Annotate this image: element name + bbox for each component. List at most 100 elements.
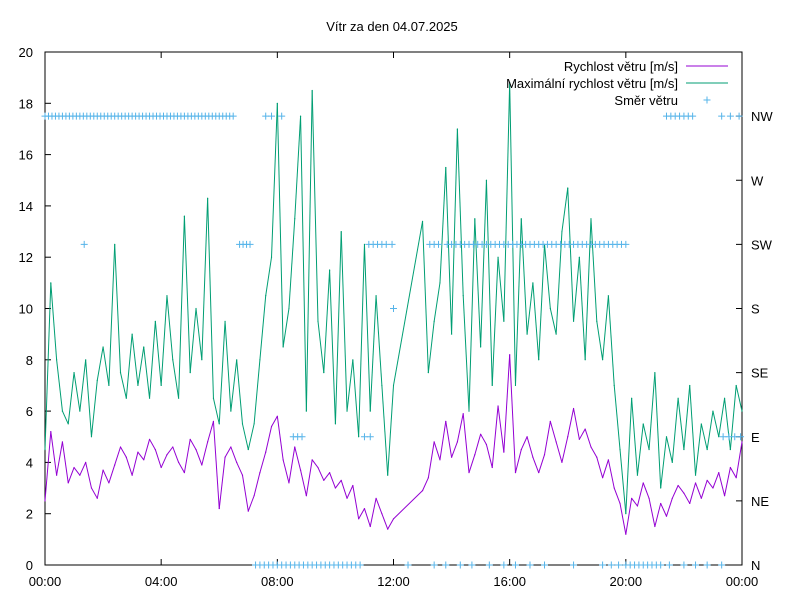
line-segment	[590, 446, 598, 458]
line-segment	[178, 216, 185, 399]
line-segment	[485, 444, 493, 468]
data-point	[735, 477, 737, 479]
data-point	[61, 441, 64, 443]
line-segment	[468, 454, 476, 473]
data-point	[741, 441, 743, 443]
line-segment	[271, 103, 278, 258]
line-segment	[73, 467, 81, 476]
data-point	[241, 423, 244, 425]
line-segment	[149, 439, 156, 450]
line-segment	[253, 472, 261, 496]
line-segment	[363, 508, 371, 527]
data-point	[253, 423, 255, 425]
direction-point	[404, 561, 412, 569]
line-segment	[50, 431, 58, 476]
data-point	[230, 410, 232, 412]
line-segment	[120, 372, 127, 399]
line-segment	[422, 221, 429, 373]
data-point	[218, 423, 220, 425]
line-segment	[642, 423, 650, 450]
line-segment	[532, 282, 540, 360]
line-segment	[79, 462, 87, 476]
data-point	[247, 510, 249, 512]
line-segment	[596, 457, 604, 478]
line-segment	[520, 436, 528, 450]
line-segment	[346, 485, 354, 499]
line-segment	[485, 180, 493, 386]
data-point	[439, 282, 441, 284]
data-point	[660, 487, 662, 489]
data-point	[311, 89, 313, 92]
line-segment	[369, 295, 377, 412]
data-point	[340, 230, 342, 233]
line-segment	[433, 282, 441, 322]
data-point	[480, 433, 482, 435]
data-point	[590, 218, 592, 220]
line-segment	[114, 446, 121, 466]
direction-point	[726, 112, 734, 120]
line-segment	[201, 441, 209, 466]
data-point	[166, 295, 168, 297]
direction-point	[657, 561, 665, 569]
x-tick-label: 08:00	[261, 574, 294, 589]
data-point	[497, 405, 499, 407]
line-segment	[480, 433, 487, 445]
line-segment	[329, 472, 336, 489]
data-point	[555, 333, 557, 335]
data-point	[642, 482, 644, 484]
line-segment	[50, 282, 58, 360]
data-point	[718, 472, 720, 474]
direction-point	[599, 561, 607, 569]
direction-point	[703, 561, 711, 569]
line-segment	[79, 359, 87, 412]
line-segment	[555, 441, 563, 463]
line-segment	[340, 480, 348, 499]
line-segment	[44, 431, 52, 501]
data-point	[683, 492, 685, 494]
line-segment	[317, 467, 325, 481]
line-segment	[305, 459, 313, 496]
data-point	[596, 456, 598, 458]
line-segment	[137, 346, 145, 386]
data-point	[700, 497, 702, 499]
data-point	[567, 187, 569, 189]
line-segment	[555, 231, 563, 335]
data-point	[421, 220, 424, 222]
direction-point	[356, 561, 364, 569]
line-segment	[236, 462, 243, 476]
line-segment	[114, 244, 122, 373]
data-point	[317, 320, 319, 322]
line-segment	[654, 503, 662, 527]
legend: Rychlost větru [m/s] Maximální rychlost v…	[506, 59, 728, 108]
data-point	[189, 438, 191, 440]
line-segment	[323, 269, 331, 373]
line-segment	[149, 321, 156, 399]
data-point	[636, 474, 639, 476]
line-segment	[375, 498, 383, 514]
data-point	[90, 487, 93, 489]
line-segment	[183, 439, 191, 473]
data-point	[584, 359, 586, 361]
data-point	[677, 397, 679, 399]
data-point	[363, 243, 366, 245]
data-point	[572, 320, 575, 322]
line-segment	[125, 334, 133, 399]
data-point	[654, 525, 656, 528]
y-tick-label: 0	[26, 558, 33, 573]
data-point	[636, 505, 639, 507]
data-point	[160, 466, 162, 469]
series-points-2	[41, 112, 745, 569]
line-segment	[660, 503, 667, 517]
data-point	[288, 482, 290, 484]
line-segment	[166, 446, 174, 456]
data-point	[503, 451, 505, 453]
data-point	[509, 354, 511, 356]
line-segment	[590, 218, 598, 322]
line-segment	[456, 413, 464, 442]
data-point	[56, 359, 58, 361]
line-segment	[212, 421, 220, 509]
line-segment	[61, 441, 69, 483]
y2-tick-label: S	[751, 302, 760, 317]
data-point	[433, 320, 435, 322]
